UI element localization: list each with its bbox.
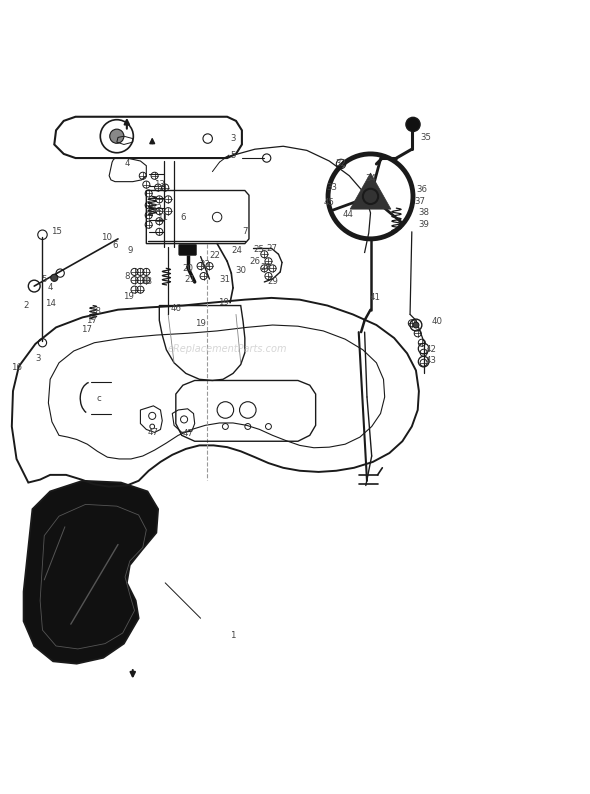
Text: 44: 44 [343, 210, 353, 218]
Text: 11: 11 [157, 213, 168, 222]
Text: 47: 47 [182, 429, 193, 438]
Text: 13: 13 [154, 180, 165, 189]
Text: 25: 25 [253, 245, 264, 254]
Text: 19: 19 [218, 298, 228, 307]
Text: 33: 33 [326, 183, 337, 192]
Text: 26: 26 [250, 256, 260, 266]
Text: 29: 29 [267, 277, 278, 287]
Circle shape [51, 274, 58, 281]
Text: 43: 43 [425, 356, 436, 365]
Text: 19: 19 [195, 318, 206, 328]
Text: 1: 1 [230, 631, 236, 641]
Text: 15: 15 [51, 227, 61, 237]
Text: 14: 14 [45, 299, 55, 308]
Text: 10: 10 [101, 233, 112, 242]
Text: 42: 42 [425, 345, 436, 354]
Text: 18: 18 [141, 277, 152, 287]
Text: eReplacementParts.com: eReplacementParts.com [168, 344, 287, 353]
Text: 20: 20 [182, 264, 193, 273]
Text: 4: 4 [47, 283, 53, 292]
Text: 47: 47 [148, 428, 159, 437]
Text: 30: 30 [235, 266, 246, 275]
Text: 6: 6 [180, 213, 186, 222]
Text: 23: 23 [200, 260, 211, 268]
Polygon shape [350, 173, 391, 209]
Text: 35: 35 [421, 133, 431, 142]
Text: 19: 19 [123, 292, 134, 301]
Text: 3: 3 [230, 134, 236, 143]
Circle shape [110, 129, 124, 143]
Text: 22: 22 [210, 251, 221, 260]
Text: 17: 17 [81, 325, 92, 333]
Text: 31: 31 [220, 275, 231, 283]
Text: 24: 24 [232, 246, 242, 255]
Text: 7: 7 [242, 227, 248, 237]
Text: 46: 46 [171, 304, 181, 313]
Text: 37: 37 [415, 197, 425, 206]
Circle shape [363, 189, 378, 204]
Text: 17: 17 [86, 316, 97, 325]
FancyBboxPatch shape [179, 245, 196, 256]
Text: 5: 5 [41, 275, 47, 283]
Text: 6: 6 [112, 241, 118, 250]
Text: 3: 3 [35, 354, 41, 363]
Text: 40: 40 [431, 317, 442, 326]
Text: 12: 12 [151, 204, 162, 213]
Text: 5: 5 [230, 151, 236, 160]
Text: 32: 32 [336, 160, 346, 168]
Text: 21: 21 [185, 275, 195, 283]
Text: 8: 8 [124, 272, 130, 280]
Text: 18: 18 [90, 307, 101, 316]
Text: 38: 38 [418, 208, 429, 217]
Text: 41: 41 [369, 293, 380, 303]
Text: 16: 16 [11, 363, 22, 372]
Polygon shape [24, 481, 158, 664]
Text: 34: 34 [365, 174, 376, 183]
Text: 27: 27 [266, 244, 277, 252]
Text: 2: 2 [24, 301, 30, 310]
Circle shape [406, 118, 420, 132]
Text: 4: 4 [124, 160, 130, 168]
Circle shape [413, 322, 419, 328]
Text: c: c [97, 394, 101, 403]
Text: 45: 45 [324, 198, 335, 206]
Text: 36: 36 [417, 185, 427, 194]
Text: 39: 39 [418, 220, 429, 229]
Text: 28: 28 [260, 263, 271, 272]
Text: 9: 9 [127, 246, 133, 255]
